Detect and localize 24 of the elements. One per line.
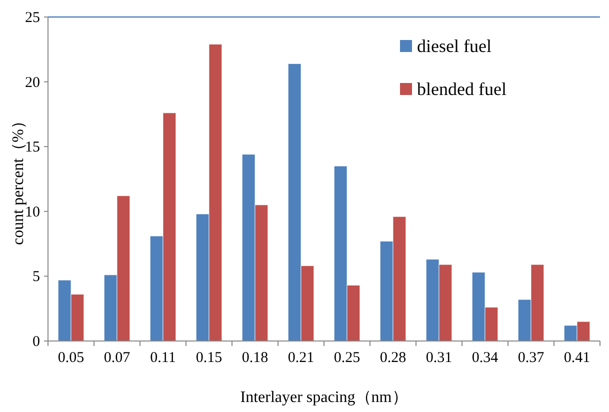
y-tick-label: 0 [32,334,40,350]
x-tick-label: 0.25 [334,350,360,366]
x-tick-label: 0.05 [58,350,84,366]
legend-label: blended fuel [417,79,506,99]
legend-label: diesel fuel [417,36,492,56]
x-tick-label: 0.21 [288,350,314,366]
x-tick-label: 0.11 [150,350,176,366]
y-tick-label: 10 [25,204,40,220]
y-tick-label: 15 [25,140,40,156]
y-tick-label: 25 [25,10,40,26]
x-tick-label: 0.34 [472,350,499,366]
x-axis-title: Interlayer spacing（nm） [240,389,408,406]
y-tick-label: 5 [32,269,40,286]
x-tick-label: 0.37 [518,350,545,366]
x-tick-label: 0.18 [242,350,268,366]
y-tick-label: 20 [25,74,40,91]
x-tick-label: 0.31 [426,350,452,366]
y-axis-title: count percent（%） [10,113,27,245]
legend: blended fuel [400,79,506,99]
x-tick-label: 0.28 [380,350,406,366]
legend: diesel fuel [400,36,492,56]
x-tick-label: 0.41 [564,350,590,366]
x-tick-label: 0.15 [196,350,222,366]
x-tick-label: 0.07 [104,350,131,366]
